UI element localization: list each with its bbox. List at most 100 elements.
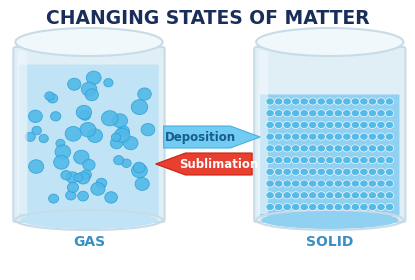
FancyBboxPatch shape — [260, 94, 400, 216]
Ellipse shape — [386, 168, 394, 175]
Ellipse shape — [96, 178, 107, 188]
Ellipse shape — [386, 133, 394, 140]
Ellipse shape — [76, 172, 90, 184]
Ellipse shape — [300, 180, 308, 187]
Ellipse shape — [283, 98, 291, 105]
Ellipse shape — [309, 168, 317, 175]
Ellipse shape — [317, 121, 325, 129]
Ellipse shape — [56, 139, 65, 148]
Ellipse shape — [368, 168, 377, 175]
Ellipse shape — [266, 180, 274, 187]
Ellipse shape — [351, 168, 359, 175]
Ellipse shape — [29, 160, 44, 173]
Ellipse shape — [334, 204, 342, 211]
Ellipse shape — [317, 168, 325, 175]
Ellipse shape — [112, 114, 127, 128]
Ellipse shape — [65, 127, 81, 141]
Ellipse shape — [368, 121, 377, 129]
Ellipse shape — [343, 157, 351, 164]
Ellipse shape — [283, 157, 291, 164]
Ellipse shape — [122, 159, 131, 167]
Ellipse shape — [91, 183, 105, 195]
Ellipse shape — [266, 145, 274, 152]
Ellipse shape — [360, 180, 368, 187]
Ellipse shape — [386, 145, 394, 152]
Ellipse shape — [291, 121, 300, 129]
Ellipse shape — [326, 110, 334, 117]
Text: GAS: GAS — [73, 235, 105, 249]
Ellipse shape — [360, 133, 368, 140]
Ellipse shape — [291, 98, 300, 105]
Ellipse shape — [343, 180, 351, 187]
Ellipse shape — [334, 145, 342, 152]
Ellipse shape — [105, 192, 117, 203]
Ellipse shape — [351, 133, 359, 140]
Ellipse shape — [368, 145, 377, 152]
Ellipse shape — [274, 98, 283, 105]
Ellipse shape — [309, 192, 317, 199]
Ellipse shape — [131, 100, 148, 115]
Ellipse shape — [68, 78, 81, 90]
Ellipse shape — [291, 157, 300, 164]
Ellipse shape — [300, 110, 308, 117]
Ellipse shape — [326, 98, 334, 105]
Ellipse shape — [32, 126, 42, 135]
Ellipse shape — [386, 180, 394, 187]
Ellipse shape — [326, 168, 334, 175]
Ellipse shape — [317, 98, 325, 105]
Ellipse shape — [300, 157, 308, 164]
Ellipse shape — [274, 121, 283, 129]
Ellipse shape — [80, 122, 96, 137]
Ellipse shape — [351, 145, 359, 152]
Ellipse shape — [368, 157, 377, 164]
FancyBboxPatch shape — [20, 65, 159, 216]
Ellipse shape — [283, 145, 291, 152]
Ellipse shape — [274, 157, 283, 164]
Ellipse shape — [266, 157, 274, 164]
Ellipse shape — [266, 121, 274, 129]
Ellipse shape — [266, 204, 274, 211]
Ellipse shape — [377, 157, 385, 164]
Ellipse shape — [343, 133, 351, 140]
Ellipse shape — [67, 182, 78, 192]
Ellipse shape — [326, 180, 334, 187]
Ellipse shape — [326, 133, 334, 140]
Ellipse shape — [117, 126, 129, 136]
Ellipse shape — [309, 121, 317, 129]
Ellipse shape — [377, 180, 385, 187]
Ellipse shape — [25, 132, 35, 141]
Ellipse shape — [386, 110, 394, 117]
FancyBboxPatch shape — [13, 47, 165, 222]
Ellipse shape — [123, 136, 138, 150]
Ellipse shape — [141, 123, 155, 136]
Ellipse shape — [55, 145, 71, 159]
Ellipse shape — [49, 194, 59, 203]
Ellipse shape — [309, 204, 317, 211]
Ellipse shape — [283, 180, 291, 187]
Ellipse shape — [326, 192, 334, 199]
Ellipse shape — [291, 145, 300, 152]
Ellipse shape — [73, 150, 89, 164]
Ellipse shape — [274, 110, 283, 117]
Ellipse shape — [300, 145, 308, 152]
Ellipse shape — [377, 121, 385, 129]
Ellipse shape — [29, 110, 42, 123]
Ellipse shape — [326, 145, 334, 152]
Ellipse shape — [274, 145, 283, 152]
Ellipse shape — [326, 121, 334, 129]
Ellipse shape — [343, 192, 351, 199]
Ellipse shape — [368, 192, 377, 199]
Ellipse shape — [343, 121, 351, 129]
Ellipse shape — [274, 192, 283, 199]
Ellipse shape — [79, 110, 90, 120]
Ellipse shape — [300, 168, 308, 175]
Ellipse shape — [291, 110, 300, 117]
Ellipse shape — [309, 145, 317, 152]
Ellipse shape — [377, 145, 385, 152]
Ellipse shape — [377, 192, 385, 199]
Text: Deposition: Deposition — [165, 130, 237, 144]
Ellipse shape — [377, 204, 385, 211]
Ellipse shape — [114, 128, 130, 143]
Ellipse shape — [300, 133, 308, 140]
Ellipse shape — [66, 191, 76, 200]
